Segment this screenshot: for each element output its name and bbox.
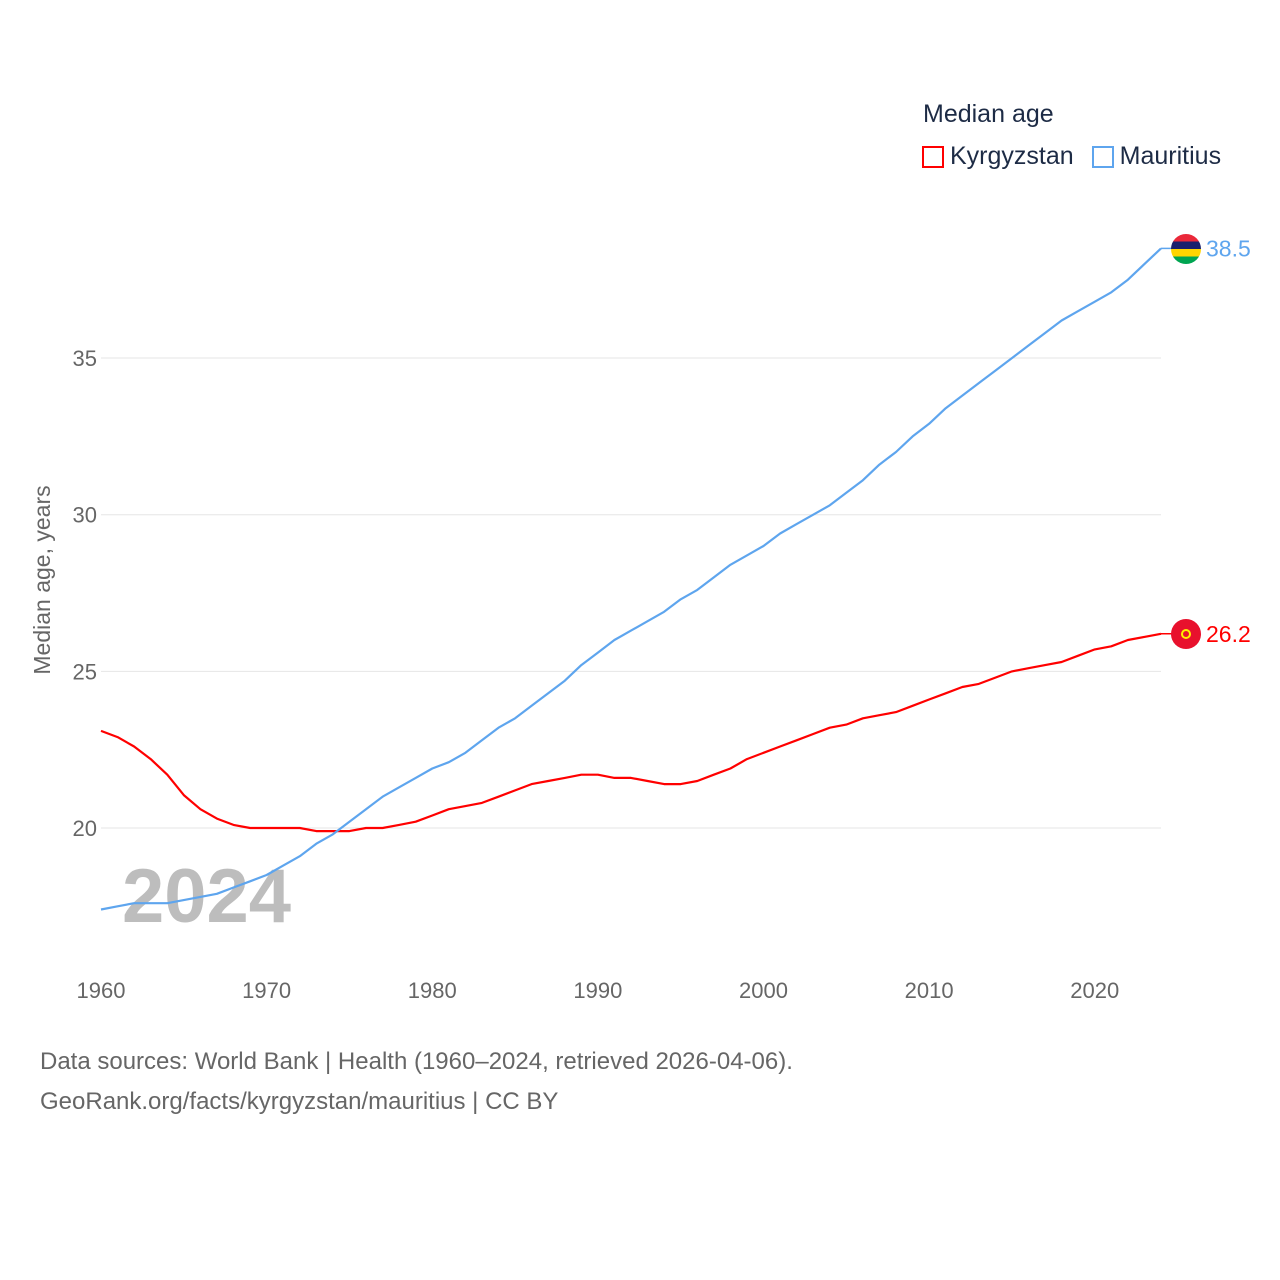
data-source: Data sources: World Bank | Health (1960–… [40, 1048, 793, 1075]
x-tick-label: 1960 [77, 978, 126, 1003]
kyrgyzstan-flag-icon [1171, 619, 1201, 649]
legend-label: Kyrgyzstan [950, 142, 1074, 170]
legend-label: Mauritius [1119, 142, 1222, 170]
y-tick-label: 35 [73, 346, 97, 371]
x-tick-label: 1980 [408, 978, 457, 1003]
x-tick-label: 1970 [242, 978, 291, 1003]
series-line-kyrgyzstan [100, 632, 1162, 833]
y-tick-label: 25 [73, 659, 97, 684]
footer: Data sources: World Bank | Health (1960–… [40, 1042, 793, 1122]
y-tick-label: 20 [73, 816, 97, 841]
legend-swatch [1091, 145, 1114, 168]
x-tick-label: 2020 [1070, 978, 1119, 1003]
series-line-mauritius [100, 247, 1162, 911]
mauritius-flag-icon [1171, 234, 1201, 264]
legend-swatch [922, 145, 944, 168]
x-tick-label: 1990 [573, 978, 622, 1003]
x-tick-label: 2000 [739, 978, 788, 1003]
end-value-label: 26.2 [1206, 621, 1251, 647]
y-axis-label: Median age, years [29, 485, 55, 674]
source-link[interactable]: GeoRank.org/facts/kyrgyzstan/mauritius |… [40, 1088, 559, 1115]
y-tick-label: 30 [73, 503, 97, 528]
legend-item-mauritius[interactable]: Mauritius [1091, 142, 1222, 171]
legend-item-kyrgyzstan[interactable]: Kyrgyzstan [922, 142, 1074, 171]
legend: Kyrgyzstan Mauritius [922, 142, 1221, 171]
legend-title: Median age [923, 100, 1054, 128]
end-value-label: 38.5 [1206, 235, 1251, 261]
x-tick-label: 2010 [905, 978, 954, 1003]
